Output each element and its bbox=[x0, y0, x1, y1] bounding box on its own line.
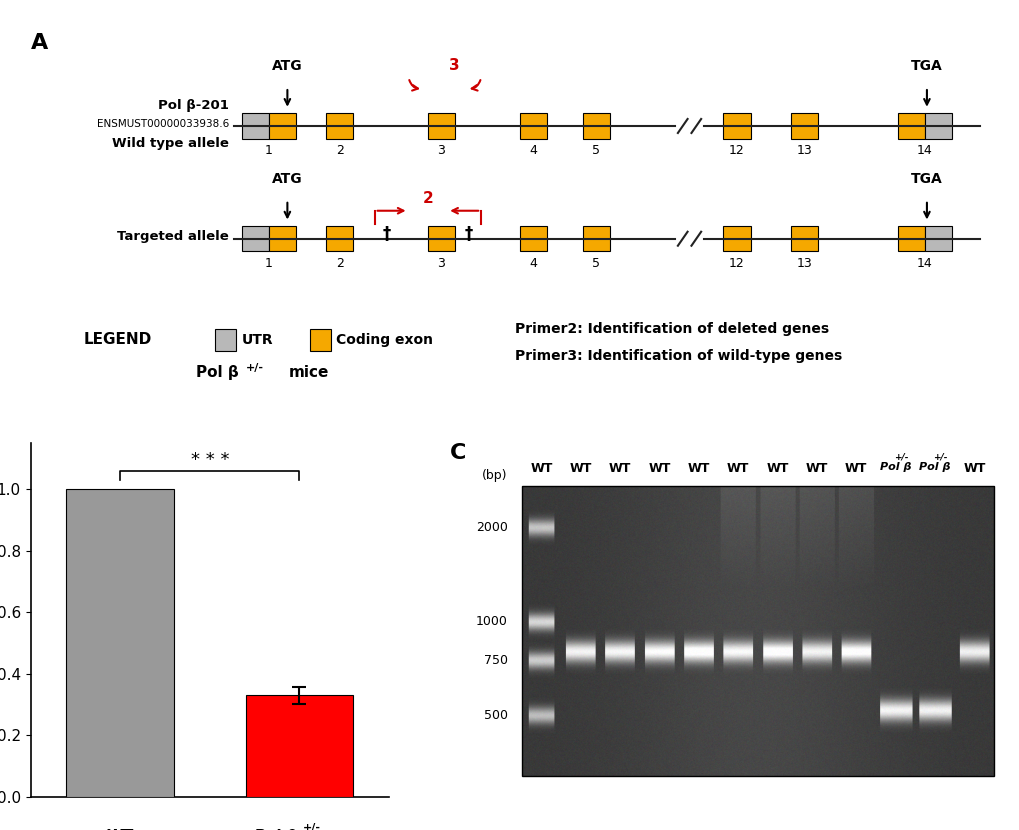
Bar bbox=[722, 114, 750, 139]
Bar bbox=[326, 114, 353, 139]
Text: †: † bbox=[464, 225, 472, 243]
Text: 5: 5 bbox=[592, 257, 600, 271]
Text: Pol β: Pol β bbox=[255, 828, 298, 830]
Text: 500: 500 bbox=[483, 709, 507, 722]
Bar bbox=[269, 226, 296, 251]
Text: WT: WT bbox=[765, 462, 788, 475]
Text: Pol β: Pol β bbox=[196, 364, 238, 380]
Text: 14: 14 bbox=[916, 144, 932, 158]
Bar bbox=[66, 490, 174, 797]
Text: +/-: +/- bbox=[893, 452, 908, 461]
Text: Wild type allele: Wild type allele bbox=[112, 137, 229, 150]
Text: WT: WT bbox=[648, 462, 671, 475]
Text: 750: 750 bbox=[483, 654, 507, 666]
Text: LEGEND: LEGEND bbox=[84, 332, 152, 347]
Text: 3: 3 bbox=[437, 257, 445, 271]
Text: 13: 13 bbox=[796, 257, 812, 271]
Text: WT: WT bbox=[106, 828, 133, 830]
Text: 12: 12 bbox=[729, 144, 744, 158]
Text: 1: 1 bbox=[265, 257, 273, 271]
Text: 1: 1 bbox=[265, 144, 273, 158]
Text: Pol β: Pol β bbox=[879, 461, 911, 471]
Text: 3: 3 bbox=[448, 58, 460, 74]
Text: mice: mice bbox=[288, 364, 329, 380]
Text: TGA: TGA bbox=[910, 60, 942, 74]
Text: WT: WT bbox=[608, 462, 631, 475]
Bar bbox=[897, 114, 924, 139]
Text: Primer2: Identification of deleted genes: Primer2: Identification of deleted genes bbox=[515, 322, 828, 336]
Bar bbox=[583, 114, 609, 139]
Text: WT: WT bbox=[962, 462, 984, 475]
Bar bbox=[924, 226, 951, 251]
Text: C: C bbox=[449, 443, 466, 463]
Bar bbox=[428, 114, 454, 139]
Text: Pol β: Pol β bbox=[918, 461, 950, 471]
Text: TGA: TGA bbox=[910, 173, 942, 186]
Text: ATG: ATG bbox=[272, 60, 303, 74]
Text: 1000: 1000 bbox=[476, 615, 507, 628]
Text: WT: WT bbox=[845, 462, 866, 475]
Text: Pol β-201: Pol β-201 bbox=[158, 100, 229, 112]
Text: WT: WT bbox=[530, 462, 552, 475]
Bar bbox=[428, 226, 454, 251]
Bar bbox=[791, 226, 817, 251]
Text: WT: WT bbox=[805, 462, 827, 475]
Bar bbox=[242, 226, 269, 251]
Bar bbox=[246, 696, 353, 797]
Bar bbox=[310, 329, 330, 351]
Text: 2000: 2000 bbox=[476, 521, 507, 534]
Text: A: A bbox=[31, 32, 48, 52]
Text: 2: 2 bbox=[335, 257, 343, 271]
Text: (bp): (bp) bbox=[482, 469, 507, 482]
Text: ENSMUST00000033938.6: ENSMUST00000033938.6 bbox=[97, 119, 229, 129]
Text: 4: 4 bbox=[529, 257, 537, 271]
Bar bbox=[924, 114, 951, 139]
Text: 14: 14 bbox=[916, 257, 932, 271]
Text: 2: 2 bbox=[422, 191, 433, 206]
Text: 5: 5 bbox=[592, 144, 600, 158]
Text: Primer3: Identification of wild-type genes: Primer3: Identification of wild-type gen… bbox=[515, 349, 842, 364]
Text: UTR: UTR bbox=[242, 333, 273, 347]
Bar bbox=[791, 114, 817, 139]
Bar bbox=[215, 329, 235, 351]
Text: * * *: * * * bbox=[191, 452, 229, 470]
Text: WT: WT bbox=[687, 462, 709, 475]
Text: +/-: +/- bbox=[246, 363, 264, 373]
Bar bbox=[520, 226, 546, 251]
Text: 12: 12 bbox=[729, 257, 744, 271]
Bar bbox=[326, 226, 353, 251]
Text: +/-: +/- bbox=[932, 452, 947, 461]
Text: †: † bbox=[383, 225, 391, 243]
Text: 4: 4 bbox=[529, 144, 537, 158]
Text: WT: WT bbox=[569, 462, 591, 475]
Text: 3: 3 bbox=[437, 144, 445, 158]
Text: Coding exon: Coding exon bbox=[335, 333, 432, 347]
Text: 13: 13 bbox=[796, 144, 812, 158]
Text: ATG: ATG bbox=[272, 173, 303, 186]
Bar bbox=[722, 226, 750, 251]
Bar bbox=[583, 226, 609, 251]
Bar bbox=[269, 114, 296, 139]
Text: 2: 2 bbox=[335, 144, 343, 158]
Text: +/-: +/- bbox=[303, 823, 321, 830]
Text: WT: WT bbox=[727, 462, 749, 475]
Bar bbox=[897, 226, 924, 251]
Bar bbox=[242, 114, 269, 139]
Text: Targeted allele: Targeted allele bbox=[117, 230, 229, 243]
Bar bbox=[520, 114, 546, 139]
